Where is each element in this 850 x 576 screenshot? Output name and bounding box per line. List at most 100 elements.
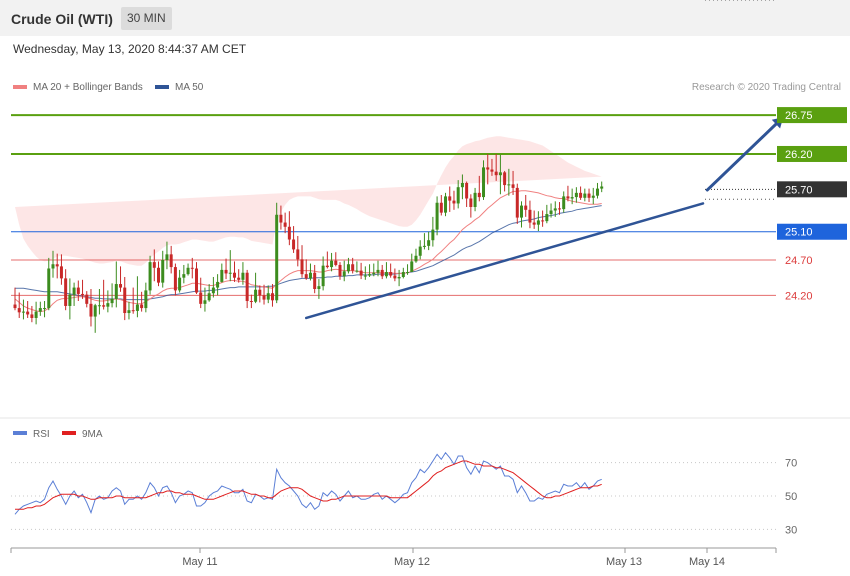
candle-up [254, 289, 258, 302]
candle-up [498, 172, 502, 176]
candle-down [511, 184, 515, 188]
candle-up [418, 246, 422, 256]
candle-up [68, 294, 72, 306]
candle-up [211, 287, 215, 294]
datetime-label: Wednesday, May 13, 2020 8:44:37 AM CET [13, 42, 247, 56]
pivot-level-tag [777, 223, 847, 240]
pivot-level-label: 25.10 [785, 227, 813, 239]
candle-up [178, 277, 182, 291]
candle-down [304, 274, 308, 279]
candle-up [114, 284, 118, 299]
candle-up [182, 274, 186, 278]
candle-up [106, 303, 110, 307]
candle-up [186, 267, 190, 275]
candle-up [97, 305, 101, 307]
candle-up [127, 310, 131, 314]
rsi-legend-label: RSI [33, 429, 50, 440]
instrument-title: Crude Oil (WTI) [11, 11, 113, 27]
candle-up [216, 281, 220, 288]
candle-up [355, 270, 359, 272]
candle-down [532, 222, 536, 225]
candle-up [410, 261, 414, 273]
candle-down [587, 193, 591, 198]
candle-up [47, 268, 51, 309]
candle-down [448, 196, 452, 201]
candle-down [81, 293, 85, 295]
support-trendline [304, 202, 705, 320]
candle-down [579, 192, 583, 198]
candle-up [342, 271, 346, 277]
candle-down [152, 262, 156, 268]
ma9-legend-label: 9MA [82, 429, 103, 440]
candle-up [110, 298, 114, 304]
candle-down [17, 308, 21, 313]
candle-up [93, 305, 97, 317]
candle-up [595, 188, 599, 196]
candle-down [452, 200, 456, 204]
candle-up [51, 264, 55, 269]
support-level-label: 24.20 [785, 290, 813, 302]
candle-up [275, 214, 279, 301]
candle-down [249, 301, 253, 303]
candle-down [59, 266, 63, 279]
candle-up [207, 293, 211, 301]
candle-up [460, 182, 464, 188]
timeframe-badge[interactable]: 30 MIN [121, 7, 172, 30]
candle-up [330, 260, 334, 268]
candle-down [486, 167, 490, 170]
candle-up [43, 308, 47, 310]
candle-up [372, 272, 376, 275]
current-price-label: 25.70 [785, 184, 813, 196]
candle-down [270, 293, 274, 301]
candle-down [300, 259, 304, 275]
candle-down [494, 171, 498, 176]
candle-down [351, 264, 355, 271]
candle-down [13, 304, 17, 309]
resistance-level-tag [777, 107, 847, 124]
candle-up [444, 196, 448, 213]
x-axis: May 11 May 12 May 13 May 14 [10, 547, 777, 568]
candle-up [562, 196, 566, 210]
candle-down [283, 222, 287, 227]
candle-up [600, 186, 604, 189]
candle-up [363, 275, 367, 277]
ma50-legend-swatch [155, 85, 169, 89]
current-price-tag [777, 181, 847, 198]
ma20-legend-label: MA 20 + Bollinger Bands [33, 82, 143, 93]
candle-down [262, 295, 266, 300]
resistance-level-tag [777, 145, 847, 162]
rsi-legend: RSI 9MA [13, 429, 103, 440]
candle-up [553, 208, 557, 211]
rsi-level-label: 70 [785, 458, 797, 470]
candle-down [325, 265, 329, 268]
candle-up [38, 308, 42, 312]
candle-up [148, 262, 152, 291]
candle-down [566, 196, 570, 199]
candle-up [368, 274, 372, 276]
ma50-legend-label: MA 50 [175, 82, 204, 93]
candle-down [334, 260, 338, 265]
candle-up [228, 272, 232, 274]
candle-down [119, 284, 123, 288]
candle-up [574, 192, 578, 198]
bollinger-band [15, 136, 602, 266]
candle-up [414, 255, 418, 262]
candle-down [359, 270, 363, 276]
candle-down [245, 272, 249, 302]
candle-down [140, 304, 144, 309]
candle-down [157, 267, 161, 283]
candle-up [583, 193, 587, 198]
candle-up [308, 272, 312, 279]
candle-up [397, 276, 401, 279]
candle-up [473, 192, 477, 207]
rsi-ma9-line [15, 460, 602, 510]
candle-down [287, 226, 291, 240]
candle-up [401, 272, 405, 277]
candle-down [194, 268, 198, 293]
candle-down [190, 267, 194, 269]
candle-down [102, 305, 106, 307]
candle-down [338, 264, 342, 277]
candle-down [389, 272, 393, 276]
candle-down [89, 303, 93, 317]
